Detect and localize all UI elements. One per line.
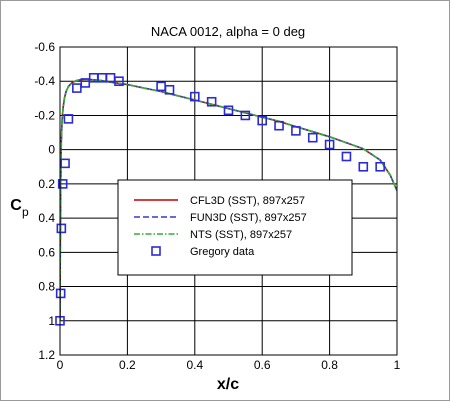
data-point-marker <box>341 151 352 162</box>
y-tick-label: -0.2 <box>34 108 55 122</box>
y-tick-label: 0.6 <box>38 245 55 259</box>
data-point-marker <box>190 91 200 102</box>
legend-label-3: Gregory data <box>190 246 255 258</box>
data-point-marker <box>324 139 335 150</box>
y-tick-label: 0.4 <box>38 211 55 225</box>
y-tick-labels: -0.6 -0.4 -0.2 0 0.2 0.4 0.6 0.8 1 1.2 <box>34 40 55 362</box>
data-point-marker <box>56 223 67 234</box>
y-tick-label: 1.2 <box>38 348 55 362</box>
data-point-marker <box>375 161 385 172</box>
series-line-2 <box>60 78 397 321</box>
data-point-marker <box>223 105 234 116</box>
data-point-marker <box>274 120 284 131</box>
chart-title: NACA 0012, alpha = 0 deg <box>151 24 305 39</box>
y-tick-label: 0.2 <box>38 177 55 191</box>
data-point-marker <box>57 179 68 189</box>
data-point-marker <box>55 288 66 299</box>
y-tick-label: 1 <box>48 314 55 328</box>
y-tick-label: -0.4 <box>34 74 55 88</box>
legend: CFL3D (SST), 897x257 FUN3D (SST), 897x257… <box>117 179 353 276</box>
data-point-marker <box>80 78 91 88</box>
y-tick-label: -0.6 <box>34 40 55 54</box>
data-point-marker <box>114 76 124 87</box>
plot-border <box>59 46 398 356</box>
y-tick-label: 0 <box>48 143 55 157</box>
data-point-marker <box>307 132 318 143</box>
data-point-marker <box>358 161 369 172</box>
y-axis-label: C <box>10 197 22 214</box>
data-point-marker <box>291 126 301 136</box>
x-tick-label: 1 <box>394 358 401 372</box>
data-point-marker <box>240 110 251 121</box>
y-tick-label: 0.8 <box>38 280 55 294</box>
legend-label-2: NTS (SST), 897x257 <box>190 229 292 241</box>
x-tick-label: 0.8 <box>321 358 338 372</box>
legend-label-0: CFL3D (SST), 897x257 <box>190 195 305 207</box>
data-point-marker <box>60 158 70 169</box>
x-tick-labels: 0 0.2 0.4 0.6 0.8 1 <box>57 358 401 372</box>
data-point-marker <box>206 96 217 107</box>
data-point-marker <box>72 83 82 93</box>
y-axis-label-subscript: p <box>22 205 29 219</box>
data-point-marker <box>257 115 268 126</box>
legend-label-1: FUN3D (SST), 897x257 <box>190 212 307 224</box>
data-point-marker <box>63 114 74 124</box>
x-axis-label: x/c <box>217 376 239 393</box>
legend-swatch-3 <box>151 246 161 256</box>
x-tick-label: 0.2 <box>119 358 136 372</box>
x-tick-label: 0.6 <box>254 358 271 372</box>
legend-box <box>117 179 353 276</box>
data-point-marker <box>164 84 175 95</box>
x-tick-label: 0 <box>57 358 64 372</box>
series-layer <box>60 78 397 321</box>
marker-layer <box>55 73 385 326</box>
x-tick-label: 0.4 <box>186 358 203 372</box>
